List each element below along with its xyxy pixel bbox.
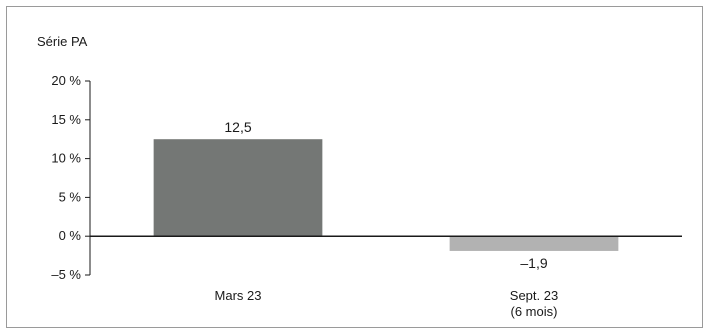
category-label: Mars 23 [215, 288, 262, 303]
value-label: 12,5 [224, 119, 251, 135]
series-label: Série PA [37, 34, 88, 49]
y-tick-label: 5 % [59, 189, 82, 204]
category-labels: Mars 23 Sept. 23(6 mois) [215, 288, 559, 319]
bar [449, 236, 619, 251]
bars [153, 139, 619, 251]
y-tick-label: 0 % [59, 228, 82, 243]
y-ticks: 20 % 15 % 10 % 5 % 0 % –5 % [51, 73, 90, 282]
bar [153, 139, 323, 237]
y-tick-label: 15 % [51, 112, 81, 127]
y-tick-label: –5 % [51, 267, 81, 282]
category-label: (6 mois) [511, 304, 558, 319]
category-label: Sept. 23 [510, 288, 558, 303]
value-labels: 12,5 –1,9 [224, 119, 547, 271]
chart-frame [6, 6, 703, 328]
y-tick-label: 20 % [51, 73, 81, 88]
y-tick-label: 10 % [51, 151, 81, 166]
value-label: –1,9 [520, 255, 547, 271]
